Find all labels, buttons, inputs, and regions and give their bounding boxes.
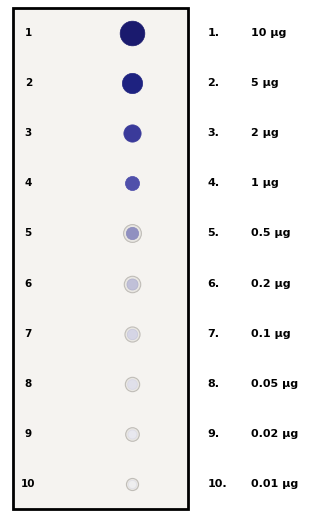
- Point: [129, 230, 134, 238]
- Text: 6.: 6.: [207, 279, 219, 288]
- Text: 9.: 9.: [207, 429, 219, 439]
- Point: [129, 129, 134, 138]
- Text: 4.: 4.: [207, 178, 219, 188]
- Text: 0.01 μg: 0.01 μg: [251, 479, 298, 489]
- Point: [129, 480, 134, 488]
- Text: 2.: 2.: [207, 78, 219, 88]
- Text: 6: 6: [24, 279, 32, 288]
- Text: 0.05 μg: 0.05 μg: [251, 379, 298, 389]
- Text: 1.: 1.: [207, 28, 219, 38]
- Point: [129, 28, 134, 37]
- Point: [129, 379, 134, 388]
- Point: [129, 379, 134, 388]
- Text: 8.: 8.: [207, 379, 219, 389]
- Text: 1 μg: 1 μg: [251, 178, 279, 188]
- Point: [129, 430, 134, 438]
- Text: 0.5 μg: 0.5 μg: [251, 229, 291, 238]
- Text: 2 μg: 2 μg: [251, 128, 279, 138]
- Text: 1: 1: [24, 28, 32, 38]
- Point: [129, 330, 134, 338]
- Text: 8: 8: [24, 379, 32, 389]
- Text: 3: 3: [24, 128, 32, 138]
- Point: [129, 230, 134, 238]
- Text: 7.: 7.: [207, 329, 219, 339]
- Text: 4: 4: [24, 178, 32, 188]
- Text: 5.: 5.: [207, 229, 219, 238]
- Text: 5: 5: [24, 229, 32, 238]
- Text: 5 μg: 5 μg: [251, 78, 279, 88]
- Text: 7: 7: [24, 329, 32, 339]
- Point: [129, 179, 134, 188]
- Text: 0.2 μg: 0.2 μg: [251, 279, 291, 288]
- Point: [129, 430, 134, 438]
- Text: 3.: 3.: [207, 128, 219, 138]
- Text: 10: 10: [21, 479, 35, 489]
- Text: 0.1 μg: 0.1 μg: [251, 329, 291, 339]
- FancyBboxPatch shape: [13, 8, 188, 509]
- Text: 0.02 μg: 0.02 μg: [251, 429, 298, 439]
- Point: [129, 279, 134, 287]
- Point: [129, 480, 134, 488]
- Point: [129, 330, 134, 338]
- Point: [129, 79, 134, 87]
- Point: [129, 279, 134, 287]
- Text: 2: 2: [24, 78, 32, 88]
- Text: 9: 9: [25, 429, 32, 439]
- Text: 10 μg: 10 μg: [251, 28, 287, 38]
- Text: 10.: 10.: [207, 479, 227, 489]
